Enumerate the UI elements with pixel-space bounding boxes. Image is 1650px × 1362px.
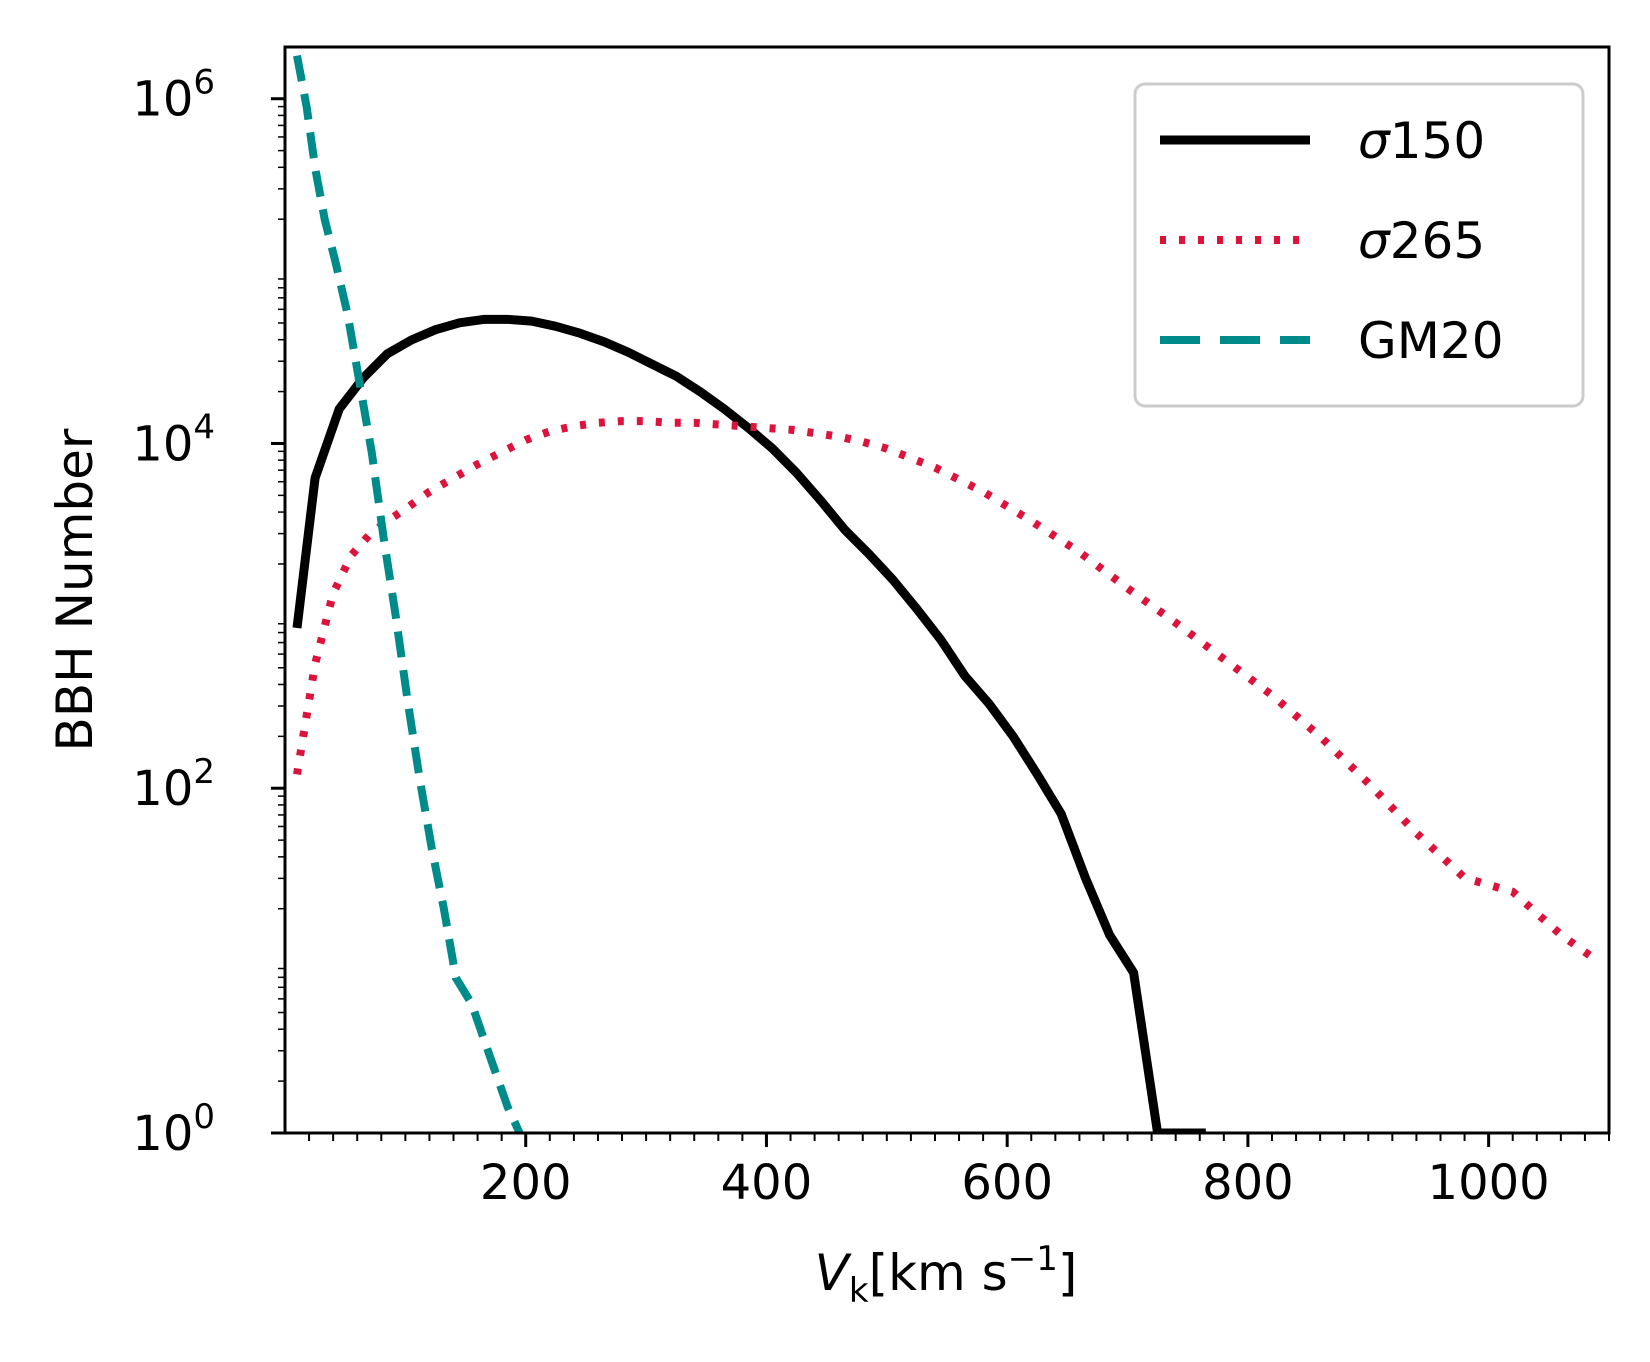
- x-axis-label: Vk[km s−1]: [815, 1239, 1078, 1311]
- y-tick-base: 10: [132, 1106, 193, 1162]
- x-axis-label-exponent: −1: [1008, 1239, 1058, 1279]
- legend-box: [1133, 82, 1585, 408]
- y-tick-exponent: 6: [193, 63, 215, 103]
- legend-label-symbol: σ: [1358, 212, 1391, 270]
- x-tick-label: 800: [1202, 1155, 1294, 1211]
- legend-label-value: 150: [1390, 112, 1485, 170]
- legend-label-value: 265: [1390, 212, 1485, 270]
- x-axis: 200 400 600 800 1000: [308, 1133, 1610, 1211]
- y-tick-label: 104: [132, 407, 215, 472]
- series-layer: [292, 54, 1600, 1133]
- x-axis-label-subscript: k: [849, 1271, 869, 1311]
- plot-frame: [283, 45, 1611, 1135]
- x-tick-label: 200: [480, 1155, 572, 1211]
- y-tick-label: 100: [132, 1097, 215, 1162]
- x-tick-label: 400: [721, 1155, 813, 1211]
- series-line-265: [293, 417, 1600, 964]
- y-tick-base: 10: [132, 416, 193, 472]
- y-tick-exponent: 0: [193, 1097, 215, 1137]
- y-tick-label: 106: [132, 63, 215, 128]
- x-axis-label-unit-end: ]: [1058, 1244, 1078, 1302]
- y-tick-exponent: 4: [193, 407, 215, 447]
- series-line-GM20: [293, 54, 524, 1133]
- legend-label: σ265: [1358, 212, 1485, 270]
- legend-label: σ150: [1358, 112, 1485, 170]
- y-tick-label: 102: [132, 752, 215, 817]
- legend-label-symbol: σ: [1358, 112, 1391, 170]
- y-tick-base: 10: [132, 72, 193, 128]
- x-tick-label: 1000: [1428, 1155, 1550, 1211]
- legend-label: GM20: [1358, 312, 1504, 370]
- x-axis-label-symbol: V: [815, 1244, 853, 1302]
- y-tick-exponent: 2: [193, 752, 215, 792]
- y-axis-label: BBH Number: [46, 428, 104, 751]
- series-line-150: [292, 314, 1206, 1133]
- x-axis-label-unit: [km s: [869, 1244, 1008, 1302]
- y-tick-base: 10: [132, 761, 193, 817]
- x-tick-label: 600: [961, 1155, 1053, 1211]
